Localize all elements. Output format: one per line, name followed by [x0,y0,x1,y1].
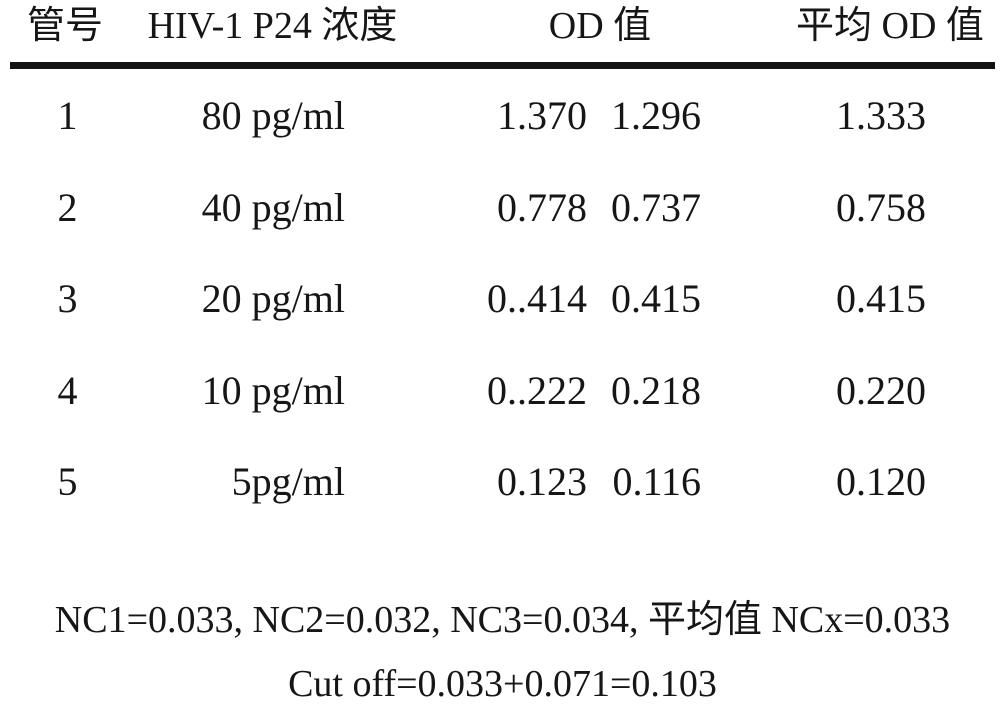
tube-number-cell: 4 [57,368,78,413]
table-row: 3 20 pg/ml 0..414 0.415 0.415 [0,275,1005,323]
table-row: 2 40 pg/ml 0.778 0.737 0.758 [0,184,1005,232]
tube-number-cell: 3 [57,276,78,321]
header-average-od-value: 平均 OD 值 [796,5,984,47]
table-row: 1 80 pg/ml 1.370 1.296 1.333 [0,92,1005,140]
od-value-1-cell: 1.370 [497,93,587,138]
concentration-cell: 5pg/ml [231,459,345,504]
average-od-cell: 1.333 [836,93,926,138]
average-od-cell: 0.758 [836,185,926,230]
concentration-cell: 40 pg/ml [201,185,345,230]
tube-number-cell: 5 [57,459,78,504]
cutoff-calculation-note: Cut off=0.033+0.071=0.103 [288,663,717,705]
od-value-1-cell: 0..222 [487,368,587,413]
average-od-cell: 0.120 [836,459,926,504]
table-row: 5 5pg/ml 0.123 0.116 0.120 [0,458,1005,506]
tube-number-cell: 1 [57,93,78,138]
od-value-2-cell: 0.415 [611,276,701,321]
header-rule [10,62,995,69]
header-concentration: HIV-1 P24 浓度 [147,5,398,47]
concentration-cell: 10 pg/ml [201,368,345,413]
od-value-1-cell: 0..414 [487,276,587,321]
od-value-2-cell: 0.218 [611,368,701,413]
average-od-cell: 0.415 [836,276,926,321]
od-value-1-cell: 0.778 [497,185,587,230]
header-tube-number: 管号 [26,5,103,47]
od-value-2-cell: 1.296 [611,93,701,138]
concentration-cell: 80 pg/ml [201,93,345,138]
table-row: 4 10 pg/ml 0..222 0.218 0.220 [0,367,1005,415]
average-od-cell: 0.220 [836,368,926,413]
od-value-2-cell: 0.116 [612,459,701,504]
concentration-cell: 20 pg/ml [201,276,345,321]
negative-control-values-note: NC1=0.033, NC2=0.032, NC3=0.034, 平均值 NCx… [54,599,951,641]
tube-number-cell: 2 [57,185,78,230]
od-value-2-cell: 0.737 [611,185,701,230]
header-od-value: OD 值 [548,5,652,47]
od-value-1-cell: 0.123 [497,459,587,504]
